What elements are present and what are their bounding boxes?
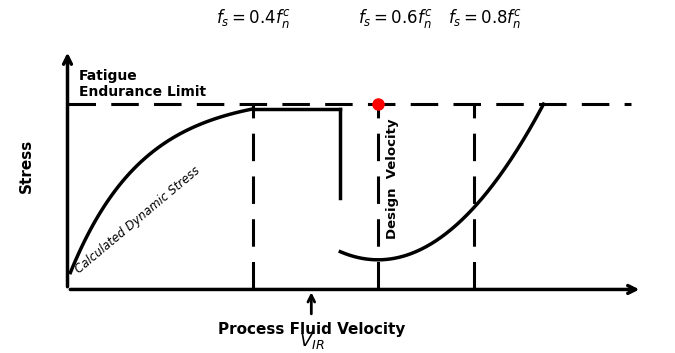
Text: $f_s = 0.6f_n^c$: $f_s = 0.6f_n^c$: [358, 7, 433, 30]
Text: Calculated Dynamic Stress: Calculated Dynamic Stress: [72, 164, 202, 276]
Text: Process Fluid Velocity: Process Fluid Velocity: [217, 322, 405, 336]
Text: Design  Velocity: Design Velocity: [386, 118, 399, 239]
Text: Stress: Stress: [20, 139, 34, 193]
Text: Fatigue
Endurance Limit: Fatigue Endurance Limit: [79, 69, 207, 99]
Text: $f_s = 0.8f_n^c$: $f_s = 0.8f_n^c$: [448, 7, 522, 30]
Text: $V_{IR}$: $V_{IR}$: [298, 331, 324, 352]
Text: $f_s = 0.4f_n^c$: $f_s = 0.4f_n^c$: [216, 7, 291, 30]
